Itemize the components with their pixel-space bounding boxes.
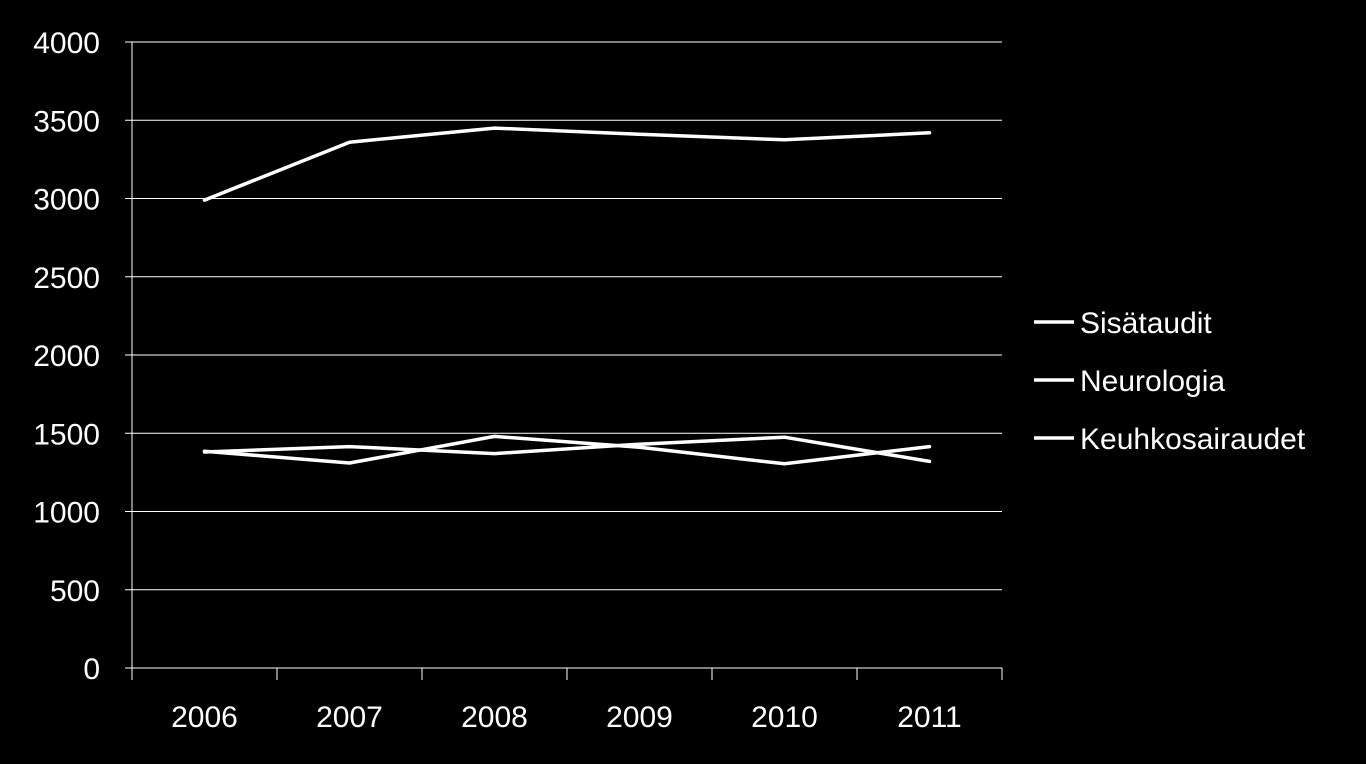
y-tick-label: 500 <box>50 575 100 608</box>
legend-label: Sisätaudit <box>1080 307 1212 340</box>
series-line-3 <box>202 435 932 464</box>
x-tick-label: 2010 <box>751 701 818 734</box>
x-tick-labels: 2006 2007 2008 2009 2010 2011 <box>171 701 962 734</box>
legend: Sisätaudit Neurologia Keuhkosairaudet <box>1034 307 1306 456</box>
y-tick-label: 2500 <box>33 262 100 295</box>
x-tick-label: 2007 <box>316 701 383 734</box>
y-tick-label: 3500 <box>33 105 100 138</box>
y-tick-label: 1500 <box>33 418 100 451</box>
x-tick-label: 2006 <box>171 701 238 734</box>
legend-label: Keuhkosairaudet <box>1080 423 1306 456</box>
gridlines <box>132 41 1002 591</box>
x-tick-label: 2009 <box>606 701 673 734</box>
y-tick-label: 1000 <box>33 497 100 530</box>
y-tick-label: 0 <box>83 653 100 686</box>
series-line-2 <box>202 434 932 466</box>
axes <box>125 41 1003 680</box>
y-tick-labels: 0 500 1000 1500 2000 2500 3000 3500 4000 <box>33 27 100 686</box>
x-tick-label: 2008 <box>461 701 528 734</box>
y-tick-label: 2000 <box>33 340 100 373</box>
x-tick-label: 2011 <box>897 701 962 734</box>
y-tick-label: 4000 <box>33 27 100 60</box>
series-line-1 <box>202 126 932 202</box>
y-tick-label: 3000 <box>33 184 100 217</box>
series-lines <box>202 126 932 466</box>
legend-label: Neurologia <box>1080 365 1225 398</box>
